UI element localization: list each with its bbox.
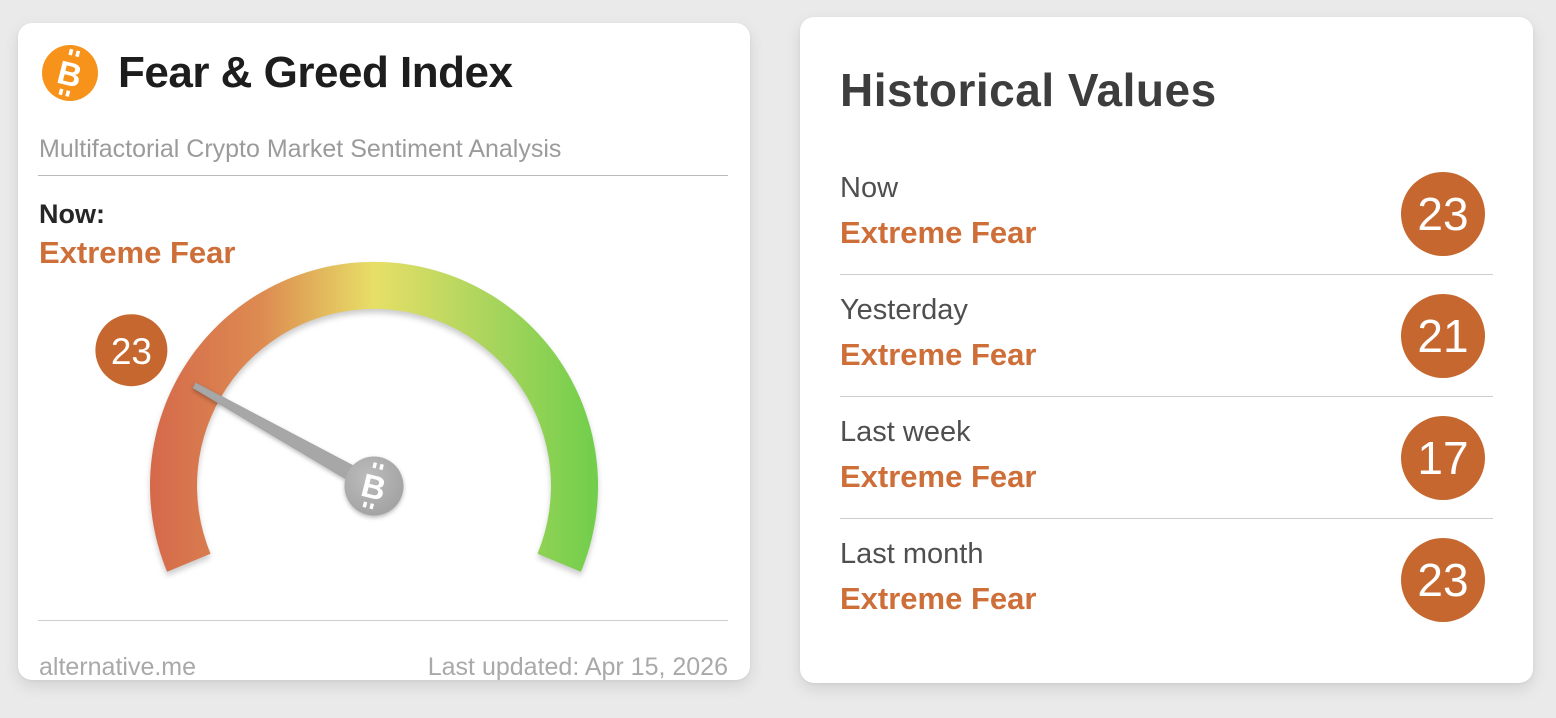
- card-footer: alternative.me Last updated: Apr 15, 202…: [39, 653, 728, 682]
- bitcoin-icon: B: [42, 45, 98, 101]
- now-classification: Extreme Fear: [39, 235, 236, 270]
- gauge-arc: [150, 261, 599, 572]
- historical-rows: Now Extreme Fear 23 Yesterday Extreme Fe…: [840, 153, 1493, 640]
- now-label: Now:: [39, 199, 105, 229]
- historical-row-now: Now Extreme Fear 23: [840, 153, 1493, 275]
- fear-greed-header: B Fear & Greed Index: [42, 45, 513, 101]
- row-classification: Extreme Fear: [840, 215, 1037, 250]
- historical-values-title: Historical Values: [840, 64, 1217, 116]
- row-value-badge: 21: [1401, 293, 1485, 378]
- header-divider: [38, 175, 728, 176]
- gauge-hub-bitcoin-icon: B: [344, 456, 404, 516]
- row-classification: Extreme Fear: [840, 337, 1037, 372]
- row-period: Yesterday: [840, 294, 968, 326]
- footer-divider: [38, 620, 728, 621]
- row-value-badge: 17: [1401, 415, 1485, 500]
- subtitle: Multifactorial Crypto Market Sentiment A…: [39, 135, 562, 163]
- fear-greed-gauge: B 23: [95, 261, 599, 572]
- fear-greed-card: B Fear & Greed Index Multifactorial Cryp…: [18, 23, 750, 682]
- historical-values-card: Historical Values Now Extreme Fear 23 Ye…: [800, 17, 1533, 683]
- hub-bitcoin-glyph: B: [358, 466, 390, 508]
- row-period: Now: [840, 172, 899, 204]
- historical-row-last-month: Last month Extreme Fear 23: [840, 519, 1493, 640]
- last-updated: Last updated: Apr 15, 2026: [427, 653, 728, 681]
- gauge-needle: [192, 382, 385, 498]
- row-classification: Extreme Fear: [840, 581, 1037, 616]
- page-title: Fear & Greed Index: [118, 48, 513, 97]
- row-classification: Extreme Fear: [840, 459, 1037, 494]
- row-period: Last month: [840, 538, 984, 570]
- row-value-badge: 23: [1401, 171, 1485, 256]
- row-value-badge: 23: [1401, 537, 1485, 622]
- source-link[interactable]: alternative.me: [39, 653, 197, 681]
- gauge-value-badge: 23: [95, 314, 168, 387]
- historical-row-last-week: Last week Extreme Fear 17: [840, 397, 1493, 519]
- historical-row-yesterday: Yesterday Extreme Fear 21: [840, 275, 1493, 397]
- gauge-value-text: 23: [111, 331, 152, 372]
- row-period: Last week: [840, 416, 971, 448]
